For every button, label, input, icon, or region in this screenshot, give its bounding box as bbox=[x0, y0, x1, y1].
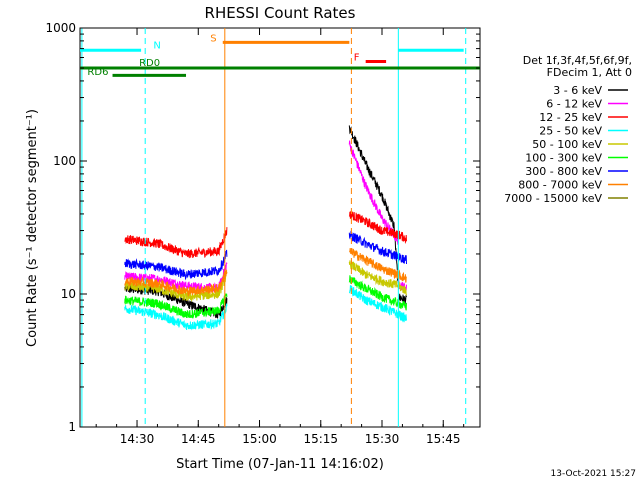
x-tick-label-3: 15:00 bbox=[242, 432, 277, 446]
y-tick-label-1: 1 bbox=[68, 420, 76, 434]
x-tick-label-1: 14:30 bbox=[120, 432, 155, 446]
legend-label-3: 12 - 25 keV bbox=[539, 111, 602, 124]
series-line-1-segment-2 bbox=[348, 125, 399, 287]
legend-header-1: Det 1f,3f,4f,5f,6f,9f, bbox=[523, 54, 632, 67]
legend-label-8: 800 - 7000 keV bbox=[518, 179, 602, 192]
y-tick-label-4: 1000 bbox=[45, 21, 76, 35]
plot-frame bbox=[79, 27, 481, 428]
series-line-8-segment-2 bbox=[349, 247, 407, 283]
legend-label-7: 300 - 800 keV bbox=[525, 165, 602, 178]
x-tick-label-2: 14:45 bbox=[181, 432, 216, 446]
series-line-4-segment-2 bbox=[348, 285, 407, 323]
series-line-6-segment-1 bbox=[124, 293, 228, 319]
x-tick-label-6: 15:45 bbox=[426, 432, 461, 446]
series-line-5-segment-1 bbox=[124, 270, 228, 303]
series-line-7-segment-2 bbox=[348, 230, 407, 265]
legend-header-2: FDecim 1, Att 0 bbox=[547, 66, 632, 79]
flag-label-n: N bbox=[153, 41, 160, 52]
legend-label-5: 50 - 100 keV bbox=[532, 138, 602, 151]
flag-label-rd6: RD6 bbox=[87, 67, 108, 78]
legend-label-6: 100 - 300 keV bbox=[525, 152, 602, 165]
x-axis-label: Start Time (07-Jan-11 14:16:02) bbox=[176, 457, 384, 472]
series-line-2-segment-1 bbox=[124, 262, 228, 294]
footer-timestamp: 13-Oct-2021 15:27 bbox=[551, 469, 636, 479]
y-tick-label-3: 100 bbox=[53, 154, 76, 168]
axes-layer: 14:30 14:45 15:00 15:15 15:30 15:45 1 10 100 1000 bbox=[45, 21, 480, 446]
flag-label-s: S bbox=[210, 34, 216, 45]
y-tick-label-2: 10 bbox=[61, 287, 76, 301]
series-line-8-segment-1 bbox=[124, 269, 228, 297]
annotation-layer: N S F RD0 RD6 bbox=[80, 28, 480, 427]
legend-label-2: 6 - 12 keV bbox=[546, 98, 602, 111]
series-line-6-segment-2 bbox=[348, 275, 407, 311]
data-layer bbox=[124, 125, 407, 331]
x-tick-label-4: 15:15 bbox=[303, 432, 338, 446]
chart-title: RHESSI Count Rates bbox=[205, 4, 356, 22]
series-line-3-segment-2 bbox=[348, 210, 407, 244]
series-line-7-segment-1 bbox=[124, 249, 228, 281]
series-line-5-segment-2 bbox=[348, 260, 407, 296]
legend-label-4: 25 - 50 keV bbox=[539, 125, 602, 138]
legend-label-9: 7000 - 15000 keV bbox=[504, 192, 602, 205]
legend-layer: Det 1f,3f,4f,5f,6f,9f,FDecim 1, Att 0 3 -… bbox=[504, 54, 632, 205]
flag-label-f: F bbox=[354, 52, 360, 63]
series-line-3-segment-1 bbox=[124, 227, 228, 259]
flag-label-rd0: RD0 bbox=[139, 58, 160, 69]
legend-label-1: 3 - 6 keV bbox=[553, 84, 602, 97]
x-tick-label-5: 15:30 bbox=[365, 432, 400, 446]
y-axis-label: Count Rate (s⁻¹ detector segment⁻¹) bbox=[25, 109, 40, 347]
series-line-4-segment-1 bbox=[124, 303, 228, 331]
